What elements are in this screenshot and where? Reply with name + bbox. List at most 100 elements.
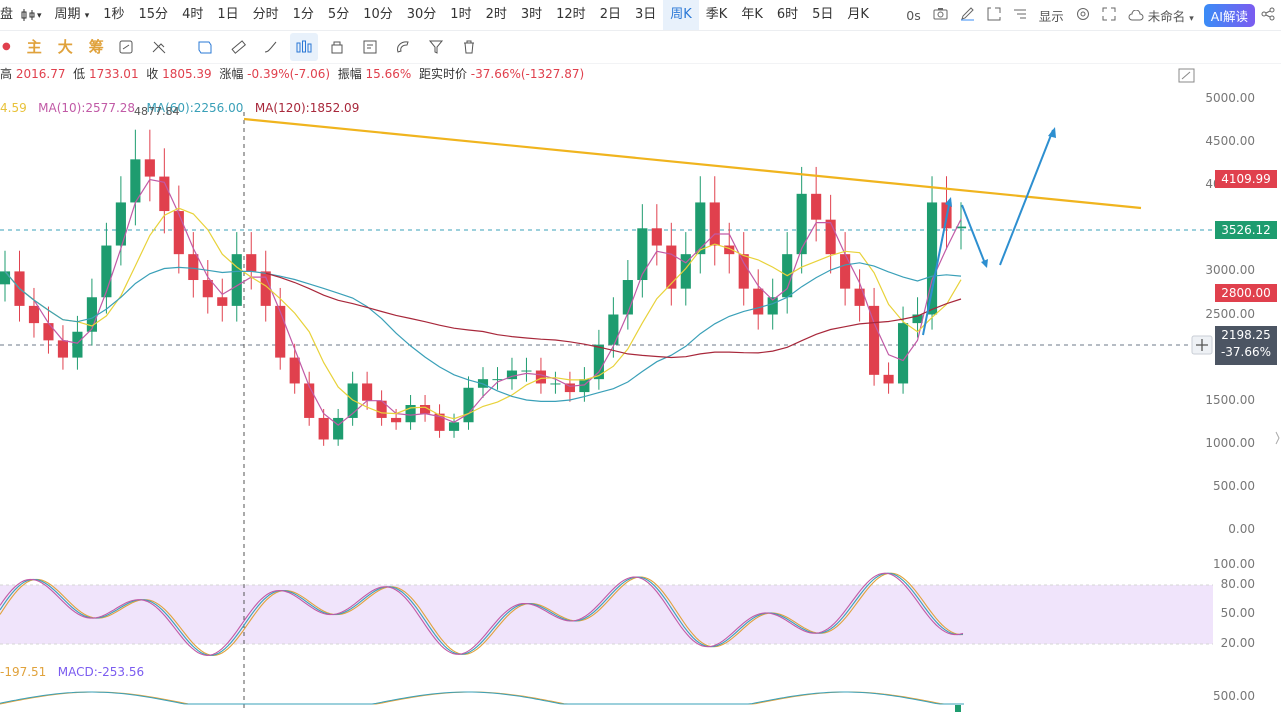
macd-line-0	[0, 691, 964, 705]
cloud-icon	[1128, 9, 1144, 20]
right-collapse-icon[interactable]	[1275, 431, 1280, 445]
period-3[interactable]: 1日	[217, 7, 239, 22]
filter-icon[interactable]	[422, 33, 450, 61]
macd-legend: -197.51 MACD:-253.56	[0, 665, 144, 679]
period-9[interactable]: 1时	[450, 7, 472, 22]
arrow-head-icon	[1048, 127, 1056, 138]
candle-body	[767, 297, 778, 315]
settings-icon[interactable]	[1070, 7, 1096, 24]
change-label: 涨幅	[219, 67, 244, 81]
close-label: 收	[146, 67, 159, 81]
period-15[interactable]: 周K	[663, 0, 699, 30]
period-2[interactable]: 4时	[182, 7, 204, 22]
hide-draw-icon[interactable]	[145, 33, 173, 61]
period-1[interactable]: 15分	[138, 7, 169, 22]
period-16[interactable]: 季K	[705, 7, 728, 22]
candle-body	[883, 374, 894, 384]
ai-interpret-button[interactable]: AI解读	[1203, 3, 1255, 27]
period-14[interactable]: 3日	[634, 7, 657, 22]
candles-group	[0, 129, 967, 446]
period-menu[interactable]: 周期 ▾	[54, 7, 90, 22]
candle-body	[506, 370, 518, 380]
projection-arrow-up[interactable]	[999, 129, 1054, 266]
distance-value: -37.66%(-1327.87)	[470, 67, 585, 81]
period-12[interactable]: 12时	[556, 7, 586, 22]
chips-toggle[interactable]: 筹	[88, 38, 104, 56]
ma10-value: MA(10):2577.28	[38, 101, 136, 115]
candle-body	[666, 245, 677, 289]
price-tick: 2500.00	[1205, 306, 1255, 321]
camera-icon[interactable]	[927, 7, 954, 23]
kdj-tick: 80.00	[1220, 577, 1255, 591]
ruler-icon[interactable]	[224, 33, 252, 61]
kdj-line-0	[0, 572, 963, 656]
layout-selector[interactable]: 未命名 ▾	[1122, 6, 1200, 25]
draw-pen-icon[interactable]	[954, 6, 981, 24]
arrow-head-icon	[945, 197, 952, 207]
amplitude-value: 15.66%	[365, 67, 412, 81]
candle-body	[405, 405, 416, 423]
add-crosshair-button[interactable]	[1191, 335, 1213, 355]
period-19[interactable]: 5日	[812, 7, 834, 22]
wave-arrow-up[interactable]	[922, 199, 951, 336]
period-6[interactable]: 5分	[327, 7, 350, 22]
frame-icon[interactable]	[981, 7, 1007, 24]
period-17[interactable]: 年K	[741, 7, 763, 22]
bar-chart-icon[interactable]	[289, 32, 318, 61]
kdj-band	[0, 585, 1213, 644]
period-11[interactable]: 3时	[520, 7, 543, 22]
period-20[interactable]: 月K	[847, 7, 869, 22]
period-13[interactable]: 2日	[599, 7, 621, 22]
period-0[interactable]: 1秒	[103, 7, 125, 22]
candle-body	[246, 254, 257, 272]
big-order-toggle[interactable]: 大	[57, 38, 73, 56]
expand-icon[interactable]	[1178, 68, 1195, 83]
candle-body	[217, 297, 228, 306]
select-rect-icon[interactable]	[191, 33, 219, 61]
main-chart-toggle[interactable]: 主	[26, 38, 42, 56]
sync-draw-icon[interactable]	[112, 33, 140, 61]
brush-icon[interactable]	[257, 33, 285, 61]
candle-body	[202, 280, 213, 298]
resistance-price-tag: 4109.99	[1215, 170, 1277, 188]
period-18[interactable]: 6时	[776, 7, 799, 22]
close-value: 1805.39	[162, 67, 212, 81]
candle-body	[854, 288, 865, 306]
price-tick: 1500.00	[1205, 392, 1255, 407]
fullscreen-icon[interactable]	[1096, 7, 1122, 24]
price-tick: 0.00	[1228, 522, 1255, 536]
candle-body	[333, 417, 344, 440]
magnet-icon[interactable]	[389, 33, 417, 61]
candle-body	[926, 202, 938, 315]
candle-body	[709, 202, 720, 246]
candle-body	[362, 383, 373, 401]
period-5[interactable]: 1分	[292, 7, 314, 22]
macd-tick: 500.00	[1213, 689, 1255, 703]
period-8[interactable]: 30分	[406, 7, 437, 22]
display-menu[interactable]: 显示	[1038, 8, 1064, 24]
toolbar-right: 0s 显示 未命名 ▾ AI解读	[900, 0, 1281, 30]
ma120-value: MA(120):1852.09	[254, 101, 360, 115]
candle-body	[86, 297, 97, 332]
candle-body	[130, 159, 141, 203]
resistance-trendline[interactable]	[243, 117, 1142, 210]
period-7[interactable]: 10分	[363, 7, 393, 22]
candle-body	[347, 383, 358, 418]
note-icon[interactable]	[356, 33, 384, 61]
period-10[interactable]: 2时	[485, 7, 507, 22]
list-icon[interactable]	[1007, 8, 1033, 23]
period-4[interactable]: 分时	[252, 7, 279, 22]
share-icon[interactable]	[1259, 7, 1281, 24]
candle-body	[231, 254, 242, 306]
projection-arrow-down[interactable]	[961, 204, 987, 267]
trash-icon[interactable]	[455, 33, 483, 61]
low-value: 1733.01	[88, 67, 139, 81]
high-value: 2016.77	[15, 67, 66, 81]
lock-icon[interactable]	[323, 33, 351, 61]
distance-label: 距实时价	[418, 67, 467, 81]
candle-body	[955, 226, 967, 229]
candle-body	[622, 280, 633, 315]
support-price-tag: 2800.00	[1215, 284, 1277, 302]
chart-type-selector[interactable]: ▾	[15, 0, 48, 30]
